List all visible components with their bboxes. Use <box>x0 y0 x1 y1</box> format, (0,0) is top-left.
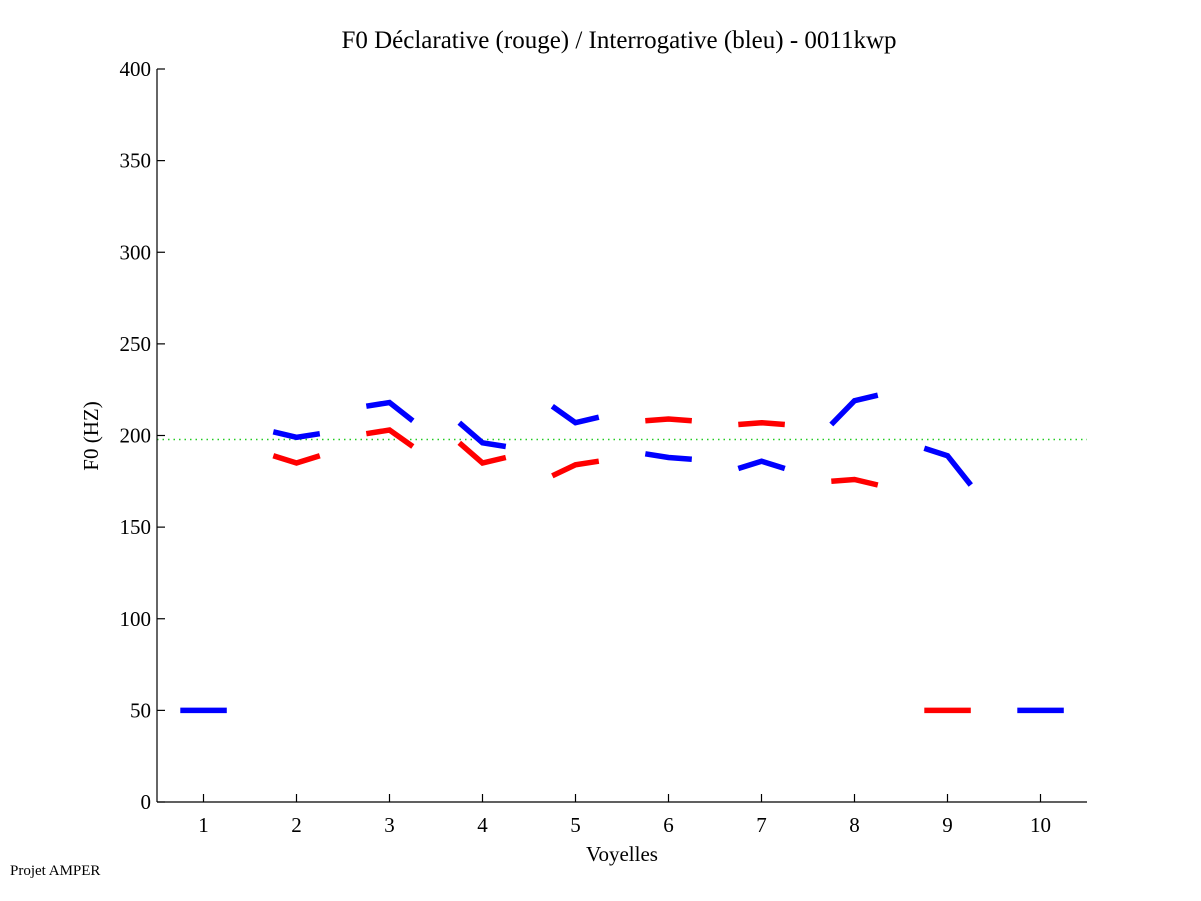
y-tick-label: 400 <box>120 57 152 81</box>
f0-segment-vowel-2 <box>272 453 321 466</box>
chart-title: F0 Déclarative (rouge) / Interrogative (… <box>341 27 896 54</box>
y-tick-label: 150 <box>120 515 152 539</box>
f0-segment-vowel-5 <box>551 458 600 479</box>
x-tick-label: 3 <box>384 813 395 837</box>
f0-segment-vowel-8 <box>831 476 879 488</box>
x-ticks: 1 2 3 4 5 6 7 8 9 10 <box>198 794 1051 837</box>
f0-segment-vowel-2 <box>272 429 321 441</box>
x-tick-label: 9 <box>942 813 953 837</box>
f0-segment-vowel-4 <box>457 440 507 467</box>
x-tick-label: 1 <box>198 813 209 837</box>
f0-segment-vowel-3 <box>365 427 415 449</box>
x-tick-label: 5 <box>570 813 581 837</box>
y-tick-label: 100 <box>120 607 152 631</box>
x-tick-label: 6 <box>663 813 674 837</box>
x-axis-label: Voyelles <box>586 842 658 866</box>
x-tick-label: 2 <box>291 813 302 837</box>
y-tick-label: 50 <box>130 698 151 722</box>
f0-segment-vowel-9 <box>923 445 973 487</box>
y-tick-label: 250 <box>120 332 152 356</box>
f0-segment-vowel-8 <box>829 392 879 427</box>
f0-segment-vowel-6 <box>644 451 693 463</box>
x-tick-label: 10 <box>1030 813 1051 837</box>
series-layer <box>180 392 1064 714</box>
y-tick-label: 0 <box>141 790 152 814</box>
f0-segment-vowel-7 <box>738 419 786 428</box>
y-tick-label: 350 <box>120 149 152 173</box>
f0-segment-vowel-5 <box>550 403 600 426</box>
f0-segment-vowel-6 <box>645 416 693 424</box>
y-ticks: 0 50 100 150 200 250 300 350 400 <box>120 57 165 814</box>
y-axis-label: F0 (HZ) <box>79 401 103 470</box>
x-tick-label: 4 <box>477 813 488 837</box>
f0-segment-vowel-7 <box>737 458 786 472</box>
f0-segment-vowel-4 <box>457 420 507 450</box>
f0-segment-vowel-3 <box>365 399 415 423</box>
y-tick-label: 200 <box>120 424 152 448</box>
x-tick-label: 8 <box>849 813 860 837</box>
x-tick-label: 7 <box>756 813 767 837</box>
y-tick-label: 300 <box>120 240 152 264</box>
series-interrogative <box>180 392 1064 714</box>
series-declarative <box>272 416 971 714</box>
footer-label: Projet AMPER <box>10 863 101 879</box>
